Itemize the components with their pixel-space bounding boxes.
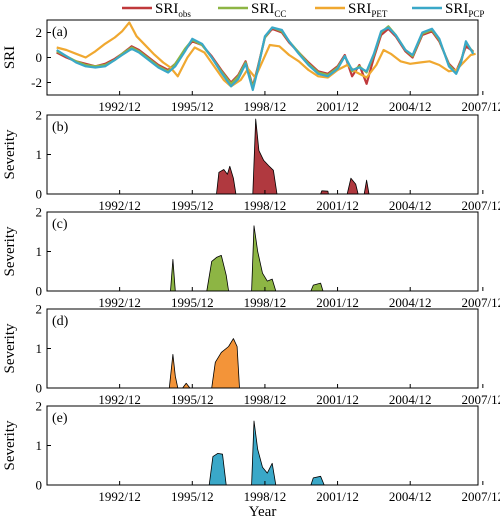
x-tick-label: 2004/12 [389, 489, 432, 504]
severity-event [363, 179, 370, 195]
x-tick-label: 1998/12 [244, 295, 287, 310]
panel-b: 0 1 2 1992/12 1995/12 1998/12 2001/12 2004/12 20… [2, 108, 500, 214]
x-tick-label: 1995/12 [171, 489, 214, 504]
x-tick-label: 1995/12 [171, 392, 214, 407]
severity-event [310, 282, 324, 292]
y-tick-label: 0 [36, 284, 43, 299]
series-line-pet [56, 21, 476, 88]
x-tick-label: 2004/12 [389, 295, 432, 310]
plot-frame [46, 308, 479, 389]
panel-d: 0 1 2 1992/12 1995/12 1998/12 2001/12 2004/12 20… [2, 302, 500, 408]
x-tick-label: 2004/12 [389, 198, 432, 213]
severity-event [211, 338, 240, 389]
y-tick-label: 2 [36, 25, 43, 40]
y-tick-label: 0 [36, 50, 43, 65]
x-tick-label: 2007/12 [462, 295, 500, 310]
y-tick-label: 2 [36, 108, 43, 123]
x-tick-label: 1995/12 [171, 295, 214, 310]
x-tick-label: 1998/12 [244, 99, 287, 114]
legend-entry: SRIPCP [445, 1, 484, 19]
y-tick-label: 0 [36, 187, 43, 202]
y-tick-label: 1 [36, 438, 43, 453]
x-tick-label: 2001/12 [316, 489, 359, 504]
x-tick-label: 1998/12 [244, 198, 287, 213]
severity-event [346, 177, 359, 195]
legend-entry: SRICC [251, 1, 286, 19]
panel-c: 0 1 2 1992/12 1995/12 1998/12 2001/12 2004/12 20… [2, 205, 500, 311]
y-axis-label: Severity [2, 129, 18, 179]
x-tick-label: 1992/12 [98, 295, 141, 310]
x-tick-label: 2007/12 [462, 198, 500, 213]
x-tick-label: 1998/12 [244, 489, 287, 504]
legend-entry: SRIPET [348, 1, 388, 19]
y-tick-label: 2 [36, 205, 43, 220]
x-tick-label: 2004/12 [389, 99, 432, 114]
y-tick-label: 1 [36, 244, 43, 259]
panel-e: 0 1 2 1992/12 1995/12 1998/12 2001/12 2004/12 20… [2, 399, 500, 521]
x-tick-label: 2007/12 [462, 99, 500, 114]
severity-event [251, 225, 277, 292]
panel-label: (a) [52, 25, 68, 40]
y-axis-label: SRI [2, 46, 18, 69]
severity-event [252, 118, 278, 195]
x-tick-label: 2001/12 [316, 295, 359, 310]
y-tick-label: 1 [36, 341, 43, 356]
y-tick-label: -2 [31, 75, 42, 90]
x-tick-label: 2007/12 [462, 392, 500, 407]
x-tick-label: 2004/12 [389, 392, 432, 407]
x-tick-label: 2001/12 [316, 392, 359, 407]
severity-event [168, 354, 179, 389]
legend-entry: SRIobs [155, 1, 191, 19]
y-axis-label: Severity [2, 226, 18, 276]
y-tick-label: 0 [36, 478, 43, 493]
legend: SRIobs SRICC SRIPET SRIPCP [122, 1, 484, 19]
x-axis-label: Year [249, 504, 277, 520]
x-tick-label: 2001/12 [316, 99, 359, 114]
severity-event [310, 475, 325, 486]
panel-label: (c) [52, 217, 68, 232]
severity-event [206, 255, 229, 292]
y-axis-label: Severity [2, 323, 18, 373]
x-tick-label: 1995/12 [171, 198, 214, 213]
severity-event [251, 420, 277, 486]
severity-event [216, 165, 237, 195]
panel-label: (d) [52, 314, 69, 329]
x-tick-label: 1995/12 [171, 99, 214, 114]
x-tick-label: 1992/12 [98, 392, 141, 407]
y-tick-label: 2 [36, 399, 43, 414]
x-tick-label: 1998/12 [244, 392, 287, 407]
x-tick-label: 2007/12 [462, 489, 500, 504]
panel-label: (b) [52, 120, 69, 135]
x-tick-label: 1992/12 [98, 198, 141, 213]
y-axis-label: Severity [2, 420, 18, 470]
y-tick-label: 2 [36, 302, 43, 317]
x-tick-label: 1992/12 [98, 489, 141, 504]
x-tick-label: 2001/12 [316, 198, 359, 213]
panel-label: (e) [52, 411, 68, 426]
series-line-pcp [56, 26, 475, 92]
x-tick-label: 1992/12 [98, 99, 141, 114]
panel-a: -2 0 2 1992/12 1995/12 1998/12 2001/12 2004/12 2… [2, 1, 500, 114]
severity-event [208, 453, 227, 486]
severity-event [182, 382, 191, 389]
severity-event [170, 259, 176, 292]
y-tick-label: 0 [36, 381, 43, 396]
y-tick-label: 1 [36, 147, 43, 162]
